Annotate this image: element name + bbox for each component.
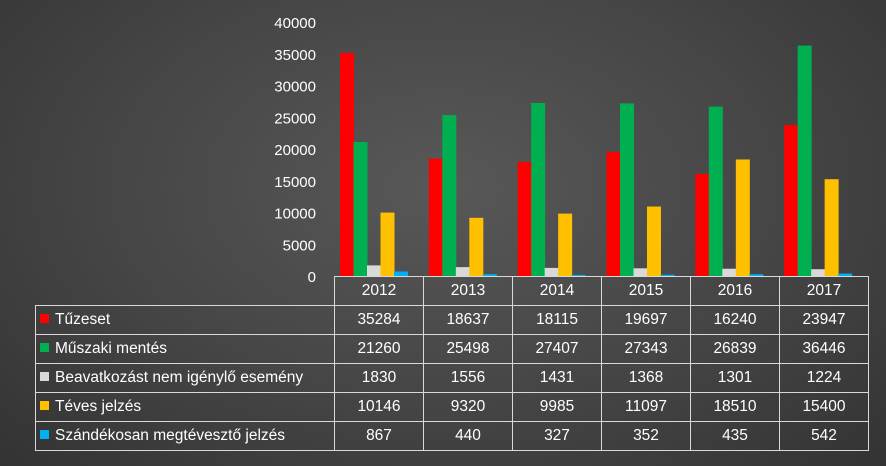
series-name: Műszaki mentés	[55, 340, 167, 357]
bar	[619, 103, 634, 277]
bar	[394, 271, 408, 277]
data-cell: 1368	[601, 363, 691, 393]
data-table-row-teves-jelzes: Téves jelzés 10146 9320 9985 11097 18510…	[35, 392, 869, 422]
bar	[708, 106, 723, 277]
data-cell: 35284	[334, 305, 424, 335]
series-label: Beavatkozást nem igénylő esemény	[35, 363, 335, 393]
bar	[646, 206, 661, 277]
legend-swatch	[40, 430, 49, 439]
data-cell: 21260	[334, 334, 424, 364]
y-tick-label: 35000	[274, 47, 316, 64]
bar	[380, 212, 395, 277]
data-cell: 1830	[334, 363, 424, 393]
category-label: 2017	[779, 276, 869, 306]
bar	[606, 151, 621, 277]
data-cell: 27407	[512, 334, 602, 364]
data-cell: 1556	[423, 363, 513, 393]
legend-swatch	[40, 343, 49, 352]
bar	[797, 45, 812, 277]
bar	[544, 267, 559, 277]
category-label: 2013	[423, 276, 513, 306]
series-label: Szándékosan megtévesztő jelzés	[35, 421, 335, 451]
data-table-header-row: 2012 2013 2014 2015 2016 2017	[35, 276, 869, 306]
data-table-row-tuzeset: Tűzeset 35284 18637 18115 19697 16240 23…	[35, 305, 869, 335]
data-cell: 1431	[512, 363, 602, 393]
data-cell: 15400	[779, 392, 869, 422]
bar	[749, 274, 764, 277]
y-tick-label: 25000	[274, 110, 316, 127]
data-table-row-szandekosan-megteveszto: Szándékosan megtévesztő jelzés 867 440 3…	[35, 421, 869, 451]
bar	[811, 269, 826, 277]
data-table: 2012 2013 2014 2015 2016 2017 Tűzeset 35…	[35, 276, 869, 451]
y-tick-label: 40000	[274, 15, 316, 32]
bar	[353, 141, 368, 277]
data-cell: 867	[334, 421, 424, 451]
series-name: Téves jelzés	[55, 398, 142, 415]
series-name: Szándékosan megtévesztő jelzés	[55, 427, 286, 444]
data-cell: 1224	[779, 363, 869, 393]
series-name: Tűzeset	[55, 311, 111, 328]
series-label: Tűzeset	[35, 305, 335, 335]
data-cell: 23947	[779, 305, 869, 335]
bar	[722, 268, 737, 277]
data-cell: 18115	[512, 305, 602, 335]
bar	[517, 161, 532, 277]
category-label: 2014	[512, 276, 602, 306]
bar	[558, 213, 573, 277]
data-cell: 27343	[601, 334, 691, 364]
data-table-corner	[35, 276, 335, 306]
data-cell: 18637	[423, 305, 513, 335]
bar	[838, 273, 853, 277]
bar	[482, 274, 497, 277]
bar	[660, 274, 675, 277]
data-cell: 25498	[423, 334, 513, 364]
data-cell: 435	[690, 421, 780, 451]
data-cell: 327	[512, 421, 602, 451]
legend-swatch	[40, 372, 49, 381]
y-tick-label: 20000	[274, 142, 316, 159]
data-cell: 26839	[690, 334, 780, 364]
data-cell: 11097	[601, 392, 691, 422]
data-cell: 10146	[334, 392, 424, 422]
bar	[571, 274, 586, 277]
y-tick-label: 15000	[274, 174, 316, 191]
series-name: Beavatkozást nem igénylő esemény	[55, 369, 304, 386]
data-cell: 36446	[779, 334, 869, 364]
y-tick-label: 30000	[274, 79, 316, 96]
bar	[455, 267, 470, 277]
data-cell: 1301	[690, 363, 780, 393]
legend-swatch	[40, 401, 49, 410]
category-label: 2012	[334, 276, 424, 306]
y-tick-label: 10000	[274, 206, 316, 223]
data-cell: 16240	[690, 305, 780, 335]
y-tick-label: 5000	[283, 237, 316, 254]
bar	[367, 265, 381, 277]
data-cell: 19697	[601, 305, 691, 335]
bar	[469, 217, 484, 277]
data-cell: 352	[601, 421, 691, 451]
bar	[735, 159, 750, 277]
bar	[824, 179, 839, 277]
data-cell: 9320	[423, 392, 513, 422]
bar	[531, 102, 546, 278]
data-cell: 9985	[512, 392, 602, 422]
legend-swatch	[40, 314, 49, 323]
category-label: 2015	[601, 276, 691, 306]
bar	[428, 158, 443, 277]
data-cell: 542	[779, 421, 869, 451]
data-cell: 18510	[690, 392, 780, 422]
data-cell: 440	[423, 421, 513, 451]
bar	[695, 173, 710, 277]
bar	[340, 52, 354, 278]
series-label: Műszaki mentés	[35, 334, 335, 364]
bar	[633, 268, 648, 277]
bar	[784, 124, 799, 277]
category-label: 2016	[690, 276, 780, 306]
bar	[442, 115, 457, 277]
data-table-row-muszaki-mentes: Műszaki mentés 21260 25498 27407 27343 2…	[35, 334, 869, 364]
data-table-row-beavatkozast-nem-igenylo: Beavatkozást nem igénylő esemény 1830 15…	[35, 363, 869, 393]
series-label: Téves jelzés	[35, 392, 335, 422]
